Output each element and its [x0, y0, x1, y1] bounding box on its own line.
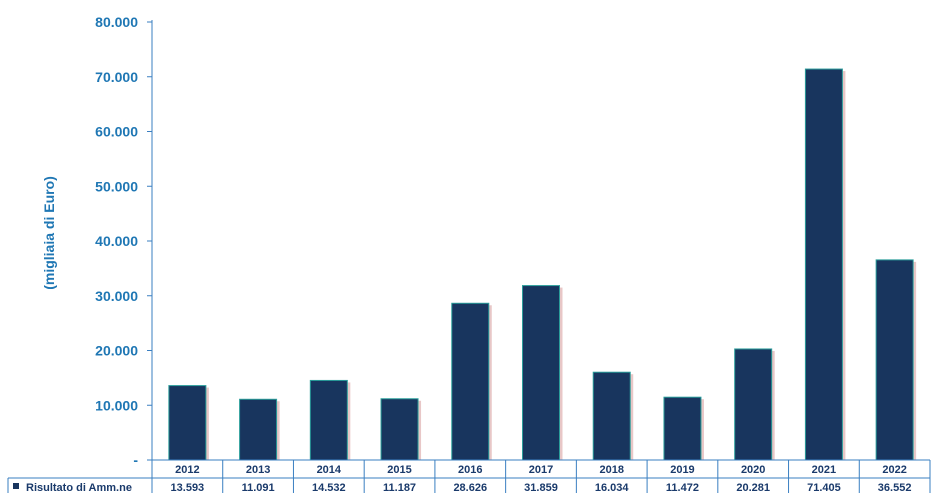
value-label: 11.187	[383, 482, 416, 493]
y-tick-label: 30.000	[95, 288, 138, 304]
series-name: Risultato di Amm.ne	[26, 482, 132, 493]
bar	[734, 348, 773, 461]
category-label: 2021	[812, 464, 836, 476]
category-label: 2020	[741, 464, 765, 476]
bars	[168, 68, 917, 461]
category-label: 2022	[882, 464, 906, 476]
value-label: 71.405	[807, 482, 841, 493]
category-label: 2016	[458, 464, 482, 476]
y-axis-label: (migliaia di Euro)	[41, 176, 57, 290]
y-tick-label: 40.000	[95, 233, 138, 249]
y-tick-label: 80.000	[95, 14, 138, 30]
bar	[309, 379, 348, 461]
category-label: 2013	[246, 464, 270, 476]
y-ticks: - 10.000 20.000 30.000 40.000 50.000 60.000 70.…	[95, 14, 152, 468]
category-label: 2014	[317, 464, 342, 476]
value-label: 28.626	[453, 482, 487, 493]
bar	[875, 259, 914, 461]
bar	[522, 285, 560, 461]
y-tick-label: 20.000	[95, 343, 138, 359]
bar	[380, 398, 419, 461]
bar	[592, 371, 631, 461]
value-label: 31.859	[524, 482, 558, 493]
bar	[451, 302, 490, 461]
legend-swatch	[13, 483, 19, 489]
y-tick-label: -	[133, 452, 138, 468]
bar	[239, 398, 278, 461]
category-label: 2015	[387, 464, 411, 476]
category-label: 2012	[175, 464, 199, 476]
category-label: 2017	[529, 464, 553, 476]
category-label: 2018	[599, 464, 623, 476]
bar	[663, 396, 702, 461]
value-label: 14.532	[312, 482, 346, 493]
value-label: 20.281	[736, 482, 770, 493]
y-tick-label: 50.000	[95, 178, 138, 194]
value-label: 11.091	[242, 482, 275, 493]
category-label: 2019	[670, 464, 694, 476]
value-label: 36.552	[878, 482, 912, 493]
value-label: 16.034	[595, 482, 630, 493]
y-tick-label: 60.000	[95, 124, 138, 140]
bar	[168, 385, 207, 461]
value-label: 13.593	[171, 482, 205, 493]
value-label: 11.472	[666, 482, 699, 493]
data-table: Risultato di Amm.ne 2012 13.593 2013 11.091…	[7, 459, 931, 493]
y-tick-label: 10.000	[95, 397, 138, 413]
bar	[804, 68, 843, 461]
y-tick-label: 70.000	[95, 69, 138, 85]
